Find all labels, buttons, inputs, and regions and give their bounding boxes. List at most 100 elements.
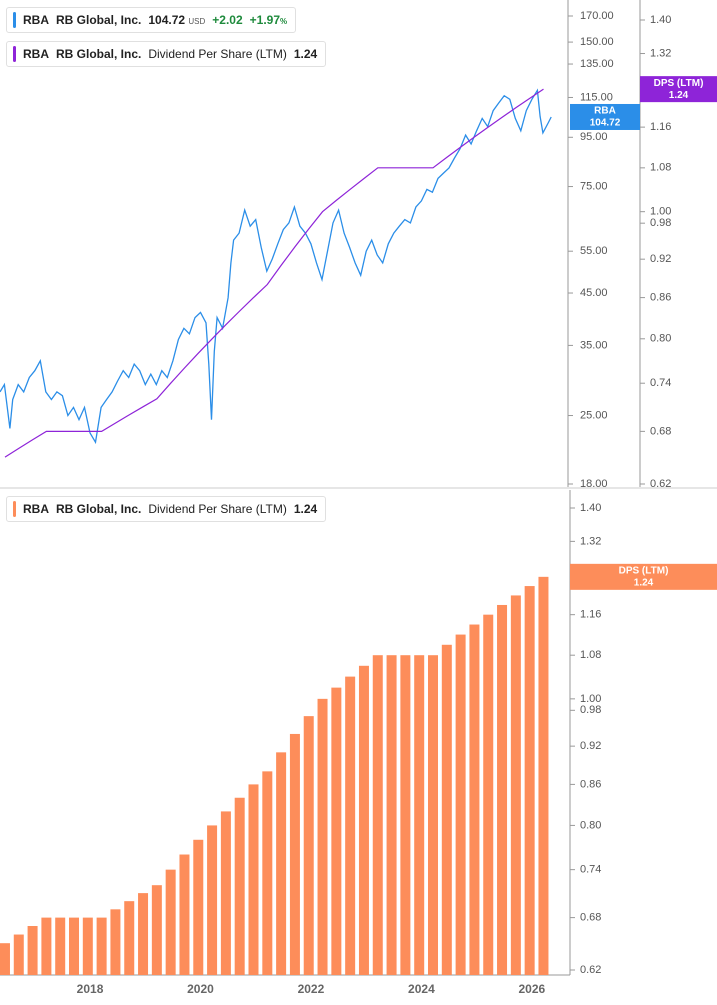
x-tick-label: 2022 [298, 982, 325, 996]
y-tick-label: 0.98 [580, 704, 601, 716]
change-pct: +1.97 [249, 13, 281, 27]
last-price: 104.72 [148, 13, 186, 27]
y-tick-label: 1.40 [580, 502, 601, 514]
bar [69, 917, 80, 975]
y-tick-label: 0.92 [580, 740, 601, 752]
bar [510, 595, 521, 975]
company: RB Global, Inc. [56, 502, 142, 516]
bar [41, 917, 52, 975]
ticker: RBA [23, 13, 49, 27]
bar [483, 614, 494, 975]
y-tick-label: 0.80 [650, 333, 671, 345]
dps-legend[interactable]: RBA RB Global, Inc. Dividend Per Share (… [6, 41, 327, 67]
y-tick-label: 150.00 [580, 36, 614, 48]
bar [179, 854, 190, 975]
company: RB Global, Inc. [56, 13, 142, 27]
series-name: Dividend Per Share (LTM) [148, 47, 287, 61]
series-line [4, 88, 544, 458]
y-tick-label: 1.00 [650, 206, 671, 218]
ticker: RBA [23, 502, 49, 516]
bar [165, 869, 176, 975]
bar [469, 624, 480, 975]
bar [400, 655, 411, 975]
bar [303, 716, 314, 975]
series-line [0, 88, 552, 445]
bar [248, 784, 259, 975]
bar [428, 655, 439, 975]
bar [27, 926, 38, 975]
dps-label-text: DPS (LTM) [619, 565, 669, 576]
price-label [570, 103, 640, 130]
y-tick-label: 135.00 [580, 58, 614, 70]
y-tick-label: 1.32 [580, 535, 601, 547]
y-tick-label: 0.74 [580, 864, 601, 876]
bar [276, 752, 287, 975]
company: RB Global, Inc. [56, 47, 142, 61]
bar [386, 655, 397, 975]
bar [0, 943, 10, 975]
bar [110, 909, 121, 975]
bar [262, 771, 273, 975]
bar [345, 676, 356, 975]
bar [151, 885, 162, 975]
y-tick-label: 0.68 [650, 425, 671, 437]
bar [234, 797, 245, 975]
y-tick-label: 0.92 [650, 253, 671, 265]
y-tick-label: 1.16 [580, 609, 601, 621]
ticker: RBA [23, 47, 49, 61]
price-label-text: 104.72 [590, 118, 621, 129]
bar [13, 934, 24, 975]
x-tick-label: 2020 [187, 982, 214, 996]
legend-swatch [13, 46, 16, 62]
y-tick-label: 45.00 [580, 287, 608, 299]
y-tick-label: 1.08 [580, 649, 601, 661]
y-tick-label: 35.00 [580, 339, 608, 351]
change: +2.02 [212, 13, 243, 27]
bar-legend[interactable]: RBA RB Global, Inc. Dividend Per Share (… [6, 496, 327, 522]
bar [317, 698, 328, 975]
bar [358, 665, 369, 975]
y-tick-label: 1.32 [650, 47, 671, 59]
bar [96, 917, 107, 975]
bar [538, 576, 549, 975]
bar [82, 917, 93, 975]
bar [124, 901, 135, 975]
y-tick-label: 1.16 [650, 121, 671, 133]
y-tick-label: 0.86 [650, 292, 671, 304]
x-tick-label: 2024 [408, 982, 435, 996]
y-tick-label: 25.00 [580, 409, 608, 421]
currency: USD [188, 17, 206, 26]
y-tick-label: 0.62 [650, 478, 671, 490]
bar [331, 687, 342, 975]
x-tick-label: 2026 [519, 982, 546, 996]
bar [138, 893, 149, 975]
x-tick-label: 2018 [77, 982, 104, 996]
y-tick-label: 1.00 [580, 693, 601, 705]
price-legend[interactable]: RBA RB Global, Inc. 104.72 USD +2.02 +1.… [6, 7, 297, 33]
y-tick-label: 0.86 [580, 778, 601, 790]
y-tick-label: 75.00 [580, 180, 608, 192]
y-tick-label: 55.00 [580, 245, 608, 257]
bar [207, 825, 218, 975]
price-label-text: RBA [594, 106, 616, 117]
dps-label-text: 1.24 [669, 90, 689, 101]
pct-unit: % [280, 17, 288, 26]
y-tick-label: 95.00 [580, 131, 608, 143]
y-tick-label: 0.62 [580, 964, 601, 976]
y-tick-label: 1.40 [650, 14, 671, 26]
y-tick-label: 18.00 [580, 478, 608, 490]
bar [55, 917, 66, 975]
bar [289, 733, 300, 975]
dps-label [640, 76, 717, 103]
bar [372, 655, 383, 975]
series-name: Dividend Per Share (LTM) [148, 502, 287, 516]
last-value: 1.24 [293, 502, 318, 516]
y-tick-label: 0.80 [580, 819, 601, 831]
bar [497, 604, 508, 975]
bar [441, 644, 452, 975]
y-tick-label: 115.00 [580, 91, 613, 103]
dps-label-text: 1.24 [634, 577, 654, 588]
bar [455, 634, 466, 975]
